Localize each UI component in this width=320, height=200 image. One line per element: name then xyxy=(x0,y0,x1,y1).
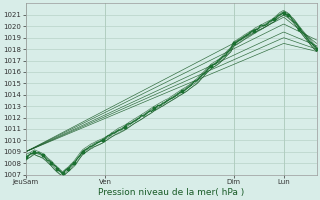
X-axis label: Pression niveau de la mer( hPa ): Pression niveau de la mer( hPa ) xyxy=(98,188,244,197)
